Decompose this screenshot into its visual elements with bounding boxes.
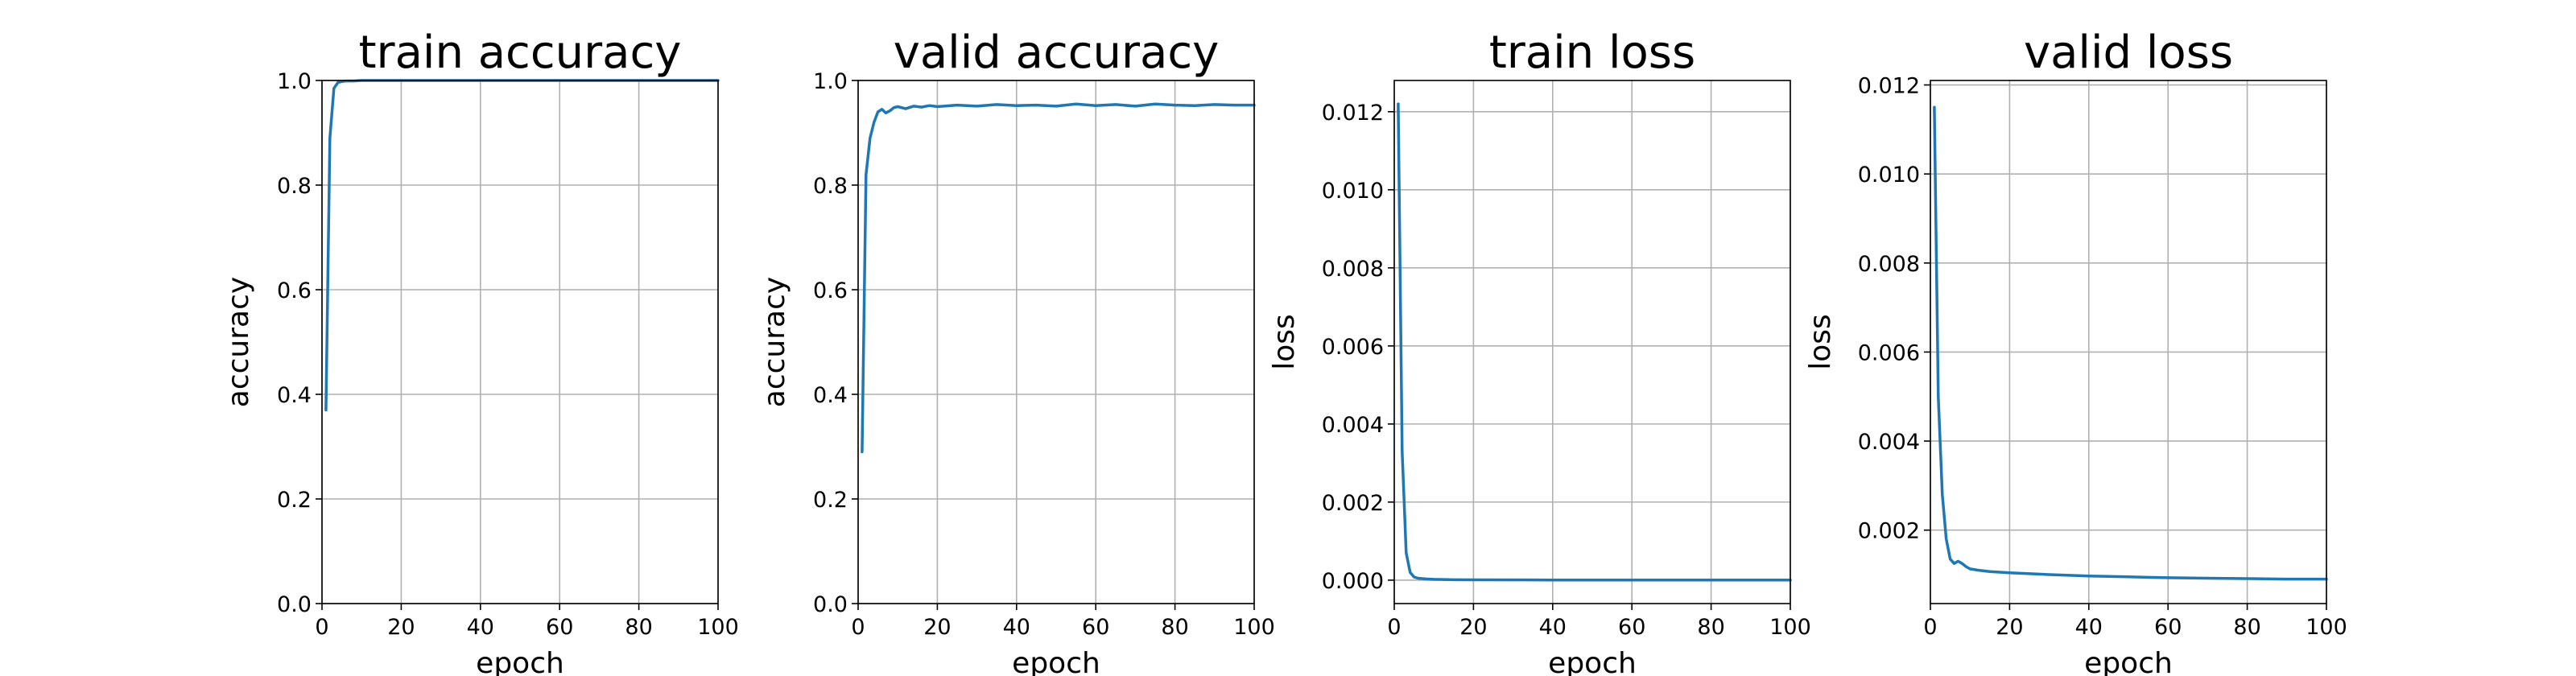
- y-tick-label: 0.4: [813, 383, 848, 408]
- x-tick-label: 0: [1387, 615, 1401, 640]
- x-tick-label: 20: [1996, 615, 2023, 640]
- x-tick-label: 80: [1697, 615, 1724, 640]
- y-axis-label: loss: [1804, 314, 1837, 370]
- x-tick-label: 20: [387, 615, 415, 640]
- y-tick-label: 0.0: [277, 592, 312, 617]
- plot-frame: [321, 80, 719, 604]
- y-axis-label: loss: [1268, 314, 1301, 370]
- chart-panel-1: 0 20 40 60 80 100 0.0 0.2 0.4 0.6 0.8 1.0 train accu…: [222, 27, 739, 676]
- series-line: [1933, 105, 2328, 581]
- x-axis-label: epoch: [2084, 647, 2173, 676]
- y-tick-label: 1.0: [277, 69, 312, 94]
- series-line: [861, 102, 1256, 454]
- x-tick-label: 60: [546, 615, 573, 640]
- chart-panel-4: 0 20 40 60 80 100 0.002 0.004 0.006 0.008 0.010 0.0…: [1804, 27, 2347, 676]
- chart-panel-2: 0 20 40 60 80 100 0.0 0.2 0.4 0.6 0.8 1.0 valid accu…: [758, 27, 1275, 676]
- x-tick-label: 100: [1769, 615, 1811, 640]
- y-tick-label: 0.6: [813, 278, 848, 303]
- y-tick-label: 0.6: [277, 278, 312, 303]
- y-tick-label: 0.000: [1322, 569, 1384, 594]
- x-tick-label: 60: [1618, 615, 1645, 640]
- x-tick-label: 40: [2075, 615, 2103, 640]
- chart-panel-3: 0 20 40 60 80 100 0.000 0.002 0.004 0.006 0.008 0.0…: [1268, 27, 1811, 676]
- plot-frame: [1930, 80, 2327, 604]
- x-tick-label: 0: [1923, 615, 1937, 640]
- y-tick-label: 0.2: [277, 488, 312, 513]
- x-tick-label: 40: [467, 615, 494, 640]
- y-tick-label: 0.004: [1858, 430, 1920, 455]
- x-tick-label: 0: [851, 615, 865, 640]
- y-axis-label: accuracy: [222, 277, 255, 407]
- y-tick-label: 0.002: [1858, 519, 1920, 544]
- y-tick-label: 0.0: [813, 592, 848, 617]
- x-tick-label: 60: [1082, 615, 1109, 640]
- y-tick-label: 0.2: [813, 488, 848, 513]
- x-tick-label: 20: [923, 615, 951, 640]
- x-tick-label: 0: [315, 615, 328, 640]
- y-tick-label: 0.006: [1858, 340, 1920, 365]
- y-tick-label: 0.010: [1322, 179, 1384, 204]
- y-tick-label: 0.012: [1322, 101, 1384, 126]
- chart-title: train loss: [1489, 27, 1695, 79]
- plot-frame: [857, 80, 1255, 604]
- chart-title: valid loss: [2024, 27, 2233, 79]
- x-tick-label: 100: [697, 615, 739, 640]
- x-tick-label: 100: [2306, 615, 2347, 640]
- plot-frame: [1393, 80, 1791, 604]
- x-tick-label: 80: [2233, 615, 2260, 640]
- y-tick-label: 0.004: [1322, 413, 1384, 438]
- y-tick-label: 0.002: [1322, 491, 1384, 516]
- x-axis-label: epoch: [476, 647, 564, 676]
- y-axis-label: accuracy: [758, 277, 791, 407]
- y-tick-label: 0.012: [1858, 74, 1920, 99]
- chart-title: valid accuracy: [894, 27, 1220, 79]
- x-tick-label: 60: [2154, 615, 2182, 640]
- y-tick-label: 0.8: [277, 174, 312, 199]
- x-tick-label: 80: [625, 615, 652, 640]
- x-tick-label: 80: [1161, 615, 1188, 640]
- y-tick-label: 0.4: [277, 383, 312, 408]
- x-tick-label: 20: [1459, 615, 1487, 640]
- x-axis-label: epoch: [1548, 647, 1637, 676]
- y-tick-label: 0.006: [1322, 335, 1384, 360]
- y-tick-label: 1.0: [813, 69, 848, 94]
- y-tick-label: 0.8: [813, 174, 848, 199]
- x-axis-label: epoch: [1012, 647, 1100, 676]
- y-tick-label: 0.008: [1322, 257, 1384, 282]
- series-line: [324, 79, 720, 412]
- x-tick-label: 40: [1539, 615, 1567, 640]
- x-tick-label: 100: [1233, 615, 1275, 640]
- series-line: [1397, 102, 1792, 582]
- y-tick-label: 0.010: [1858, 163, 1920, 188]
- chart-title: train accuracy: [359, 27, 682, 79]
- x-tick-label: 40: [1003, 615, 1030, 640]
- y-tick-label: 0.008: [1858, 252, 1920, 277]
